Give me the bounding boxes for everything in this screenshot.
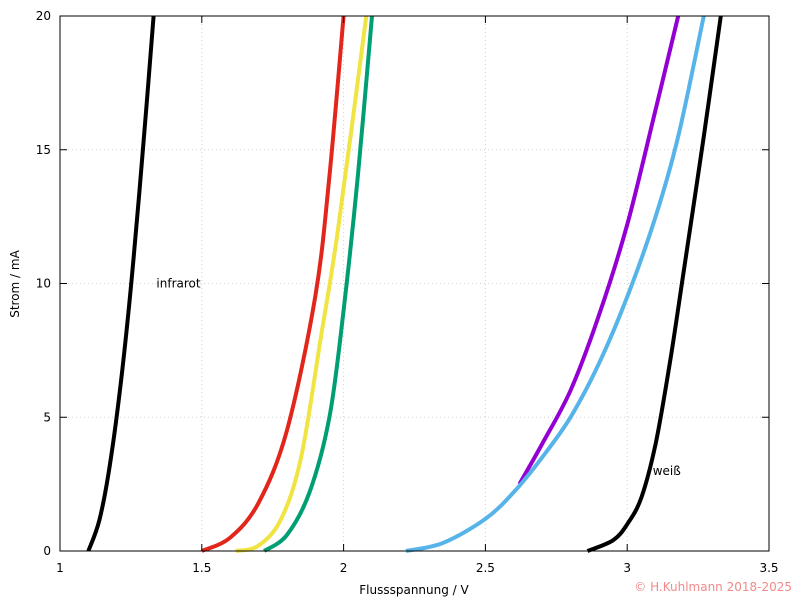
ticks [59,15,770,552]
x-axis-label: Flussspannung / V [359,583,469,597]
series-line-1 [86,15,156,552]
series-line-2 [200,15,346,553]
series-line-5 [517,15,681,486]
x-tick-label: 2 [340,561,348,575]
y-tick-label: 10 [36,277,51,291]
annotation-label: weiß [653,464,682,478]
x-tick-label: 3 [623,561,631,575]
tick-labels: 1 1.5 2 2.5 3 3.5 0 5 10 15 20 [36,9,779,575]
series-line-6 [405,15,706,553]
y-axis-label: Strom / mA [8,249,22,317]
series-line-7 [586,15,723,553]
y-tick-label: 5 [43,410,51,424]
x-tick-label: 2.5 [476,561,495,575]
copyright-notice: © H.Kuhlmann 2018-2025 [634,580,792,594]
y-tick-label: 15 [36,143,51,157]
series-line-4 [263,15,374,553]
x-tick-label: 1.5 [192,561,211,575]
y-tick-label: 20 [36,9,51,23]
x-tick-label: 1 [56,561,64,575]
y-tick-label: 0 [43,544,51,558]
annotation-label: infrarot [156,277,200,291]
x-tick-label: 3.5 [759,561,778,575]
annotations: infrarot weiß [156,277,681,478]
series-group [86,15,723,553]
series-line-3 [235,15,369,553]
